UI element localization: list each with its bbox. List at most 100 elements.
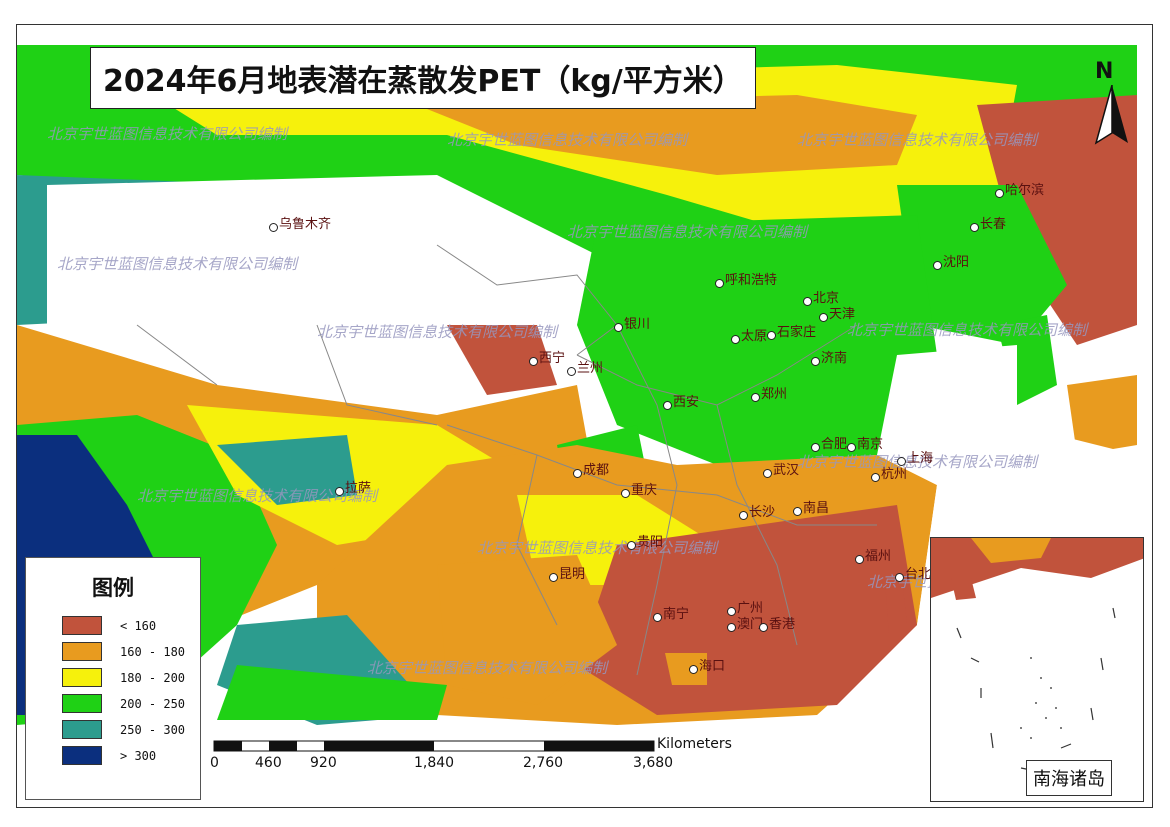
legend-item: < 160 <box>62 616 156 635</box>
city-label: 拉萨 <box>345 481 372 496</box>
city-marker-icon <box>621 489 630 498</box>
legend-item: 160 - 180 <box>62 642 185 661</box>
map-title: 2024年6月地表潜在蒸散发PET（kg/平方米） <box>90 47 756 109</box>
city-label: 贵阳 <box>637 535 664 550</box>
legend-item: 200 - 250 <box>62 694 185 713</box>
city-label: 重庆 <box>631 483 658 498</box>
city-marker-icon <box>689 665 698 674</box>
legend-swatch <box>62 616 102 635</box>
city-marker-icon <box>739 511 748 520</box>
legend: 图例 < 160 160 - 180 180 - 200 200 - 250 2… <box>25 557 201 800</box>
city-label: 南宁 <box>663 607 690 622</box>
city-label: 沈阳 <box>943 255 970 270</box>
legend-label: 250 - 300 <box>120 722 186 737</box>
city-marker-icon <box>933 261 942 270</box>
city-marker-icon <box>715 279 724 288</box>
legend-swatch <box>62 720 102 739</box>
legend-label: < 160 <box>120 618 157 633</box>
city-marker-icon <box>269 223 278 232</box>
city-label: 天津 <box>829 307 856 322</box>
legend-swatch <box>62 642 102 661</box>
inset-label: 南海诸岛 <box>1026 760 1112 796</box>
city-marker-icon <box>335 487 344 496</box>
city-marker-icon <box>731 335 740 344</box>
city-marker-icon <box>811 357 820 366</box>
city-marker-icon <box>995 189 1004 198</box>
city-marker-icon <box>751 393 760 402</box>
city-label: 西安 <box>673 395 700 410</box>
city-label: 广州 <box>737 601 764 616</box>
legend-label: 160 - 180 <box>120 644 186 659</box>
city-marker-icon <box>727 623 736 632</box>
city-label: 成都 <box>583 463 610 478</box>
city-marker-icon <box>793 507 802 516</box>
city-label: 福州 <box>865 549 892 564</box>
city-label: 长沙 <box>749 505 776 520</box>
city-marker-icon <box>871 473 880 482</box>
inset-map <box>931 538 1143 771</box>
scale-tick: 1,840 <box>414 755 455 771</box>
scale-unit: Kilometers <box>657 736 732 752</box>
city-label: 哈尔滨 <box>1005 183 1045 198</box>
legend-item: 250 - 300 <box>62 720 185 739</box>
city-label: 乌鲁木齐 <box>279 217 332 232</box>
city-label: 呼和浩特 <box>725 273 778 288</box>
city-label: 南京 <box>857 437 884 452</box>
city-label: 济南 <box>821 351 848 366</box>
scale-bar <box>213 740 655 752</box>
city-label: 海口 <box>699 659 726 674</box>
city-label: 武汉 <box>773 463 800 478</box>
scale-tick: 920 <box>310 755 337 771</box>
city-label: 银川 <box>624 317 651 332</box>
city-marker-icon <box>819 313 828 322</box>
map-frame: 2024年6月地表潜在蒸散发PET（kg/平方米） N 北京宇世蓝图信息技术有限… <box>16 24 1153 808</box>
city-marker-icon <box>663 401 672 410</box>
legend-item: 180 - 200 <box>62 668 185 687</box>
city-label: 杭州 <box>881 467 908 482</box>
city-label: 兰州 <box>577 361 604 376</box>
city-label: 澳门 <box>737 617 764 632</box>
city-label: 郑州 <box>761 387 788 402</box>
scale-tick: 0 <box>210 755 219 771</box>
city-label: 长春 <box>980 217 1007 232</box>
legend-swatch <box>62 694 102 713</box>
city-label: 合肥 <box>821 437 848 452</box>
city-marker-icon <box>549 573 558 582</box>
legend-title: 图例 <box>92 576 134 600</box>
legend-swatch <box>62 746 102 765</box>
scale-tick: 460 <box>255 755 282 771</box>
legend-label: 180 - 200 <box>120 670 186 685</box>
city-marker-icon <box>855 555 864 564</box>
city-label: 太原 <box>741 329 768 344</box>
city-marker-icon <box>767 331 776 340</box>
city-marker-icon <box>614 323 623 332</box>
city-label: 香港 <box>769 617 796 632</box>
scale-tick: 3,680 <box>633 755 674 771</box>
city-marker-icon <box>803 297 812 306</box>
south-china-sea-inset: 南海诸岛 <box>930 537 1144 802</box>
legend-item: > 300 <box>62 746 156 765</box>
city-marker-icon <box>897 457 906 466</box>
city-label: 石家庄 <box>777 325 817 340</box>
city-label: 南昌 <box>803 501 830 516</box>
city-marker-icon <box>627 541 636 550</box>
city-marker-icon <box>811 443 820 452</box>
north-arrow-label: N <box>1095 59 1114 84</box>
city-marker-icon <box>763 469 772 478</box>
north-arrow-icon <box>1094 85 1128 145</box>
city-marker-icon <box>653 613 662 622</box>
city-marker-icon <box>970 223 979 232</box>
city-label: 北京 <box>813 291 840 306</box>
scale-tick: 2,760 <box>523 755 564 771</box>
city-marker-icon <box>727 607 736 616</box>
city-marker-icon <box>847 443 856 452</box>
city-marker-icon <box>895 573 904 582</box>
city-label: 上海 <box>907 451 934 466</box>
city-marker-icon <box>529 357 538 366</box>
city-label: 昆明 <box>559 567 586 582</box>
city-marker-icon <box>573 469 582 478</box>
city-marker-icon <box>567 367 576 376</box>
city-label: 西宁 <box>539 351 566 366</box>
legend-label: > 300 <box>120 748 157 763</box>
city-label: 台北 <box>905 567 932 582</box>
